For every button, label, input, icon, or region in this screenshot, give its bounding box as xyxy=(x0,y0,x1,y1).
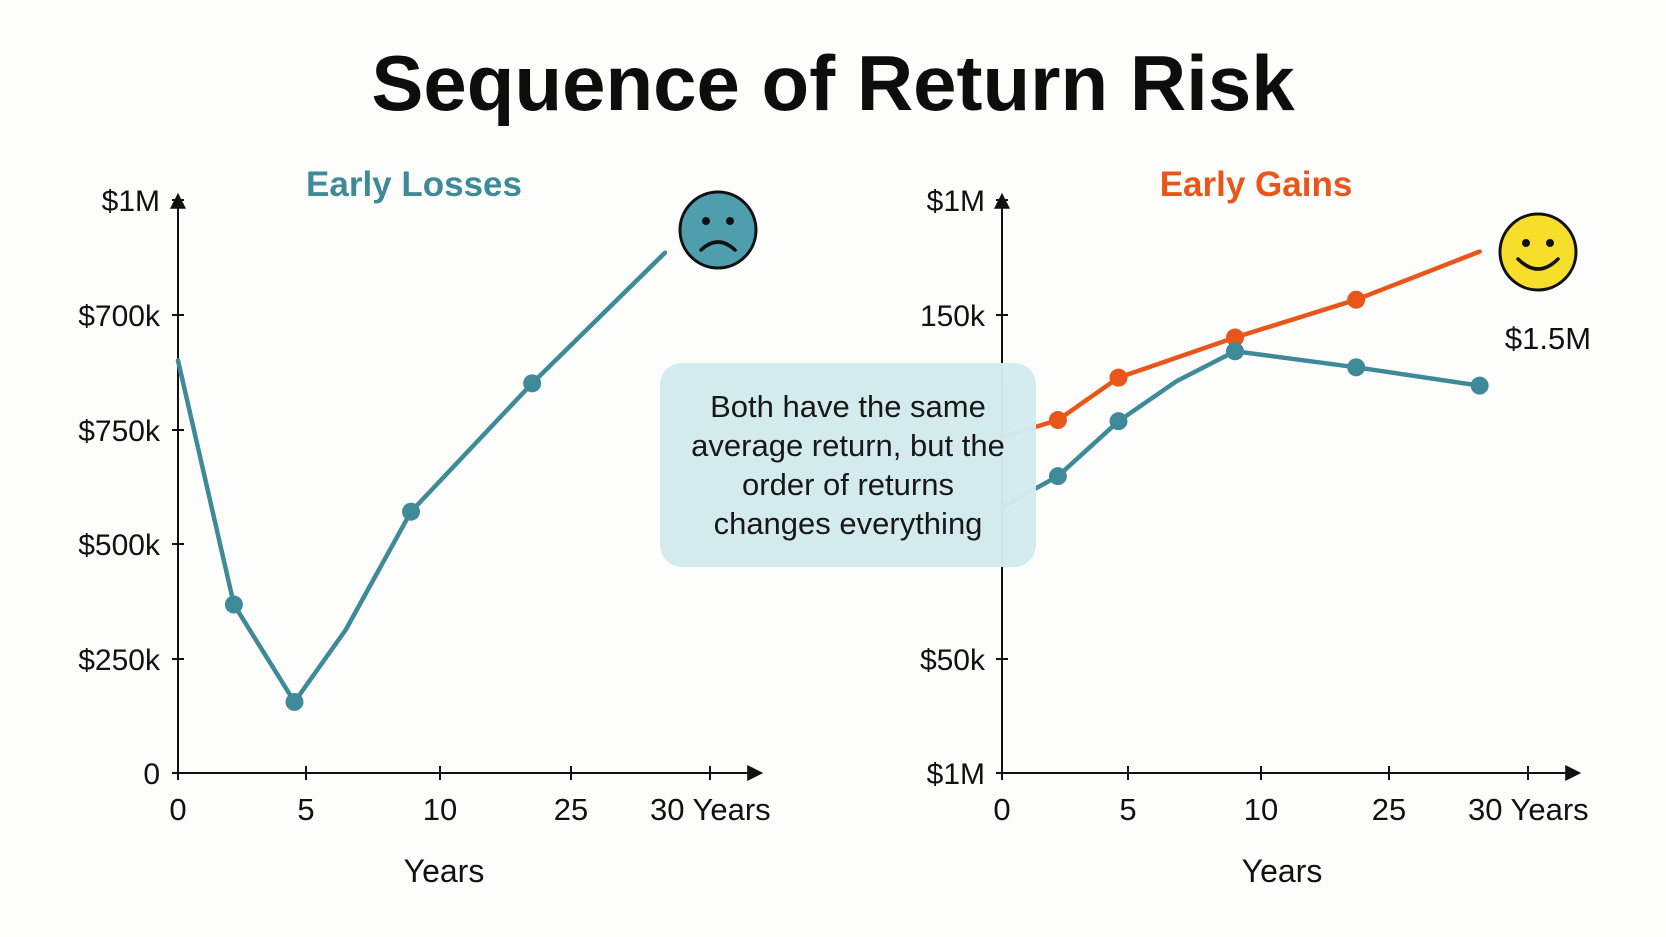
data-point xyxy=(402,502,420,521)
x-tick-label: 10 xyxy=(423,792,457,827)
chart-panel-early-losses: Early Losses 0 $250k $500k $750k $700k $1M 0 5 10… xyxy=(78,165,770,889)
data-point xyxy=(1048,411,1067,430)
y-tick-label: 0 xyxy=(143,758,160,791)
x-tick-label: 25 xyxy=(554,792,588,827)
data-point xyxy=(1109,412,1128,431)
data-point xyxy=(1347,358,1366,377)
face-circle xyxy=(678,190,758,270)
face-mouth xyxy=(699,240,737,252)
data-point xyxy=(1470,376,1489,395)
data-point xyxy=(224,595,243,614)
y-tick-label: $700k xyxy=(78,300,161,333)
data-point xyxy=(1347,290,1366,309)
series-line-0 xyxy=(999,249,1482,440)
y-tick-label: $1M xyxy=(927,758,985,791)
annotation-label: $1.5M xyxy=(1505,321,1591,356)
sad-face-icon xyxy=(678,190,758,270)
face-eye xyxy=(1546,239,1554,247)
x-tick-label: 0 xyxy=(169,792,186,827)
data-point xyxy=(523,374,542,393)
data-point xyxy=(1048,467,1067,486)
y-tick-label: $1M xyxy=(102,185,160,218)
data-point xyxy=(1109,368,1128,387)
callout-box: Both have the same average return, but t… xyxy=(660,363,1036,567)
y-tick-label: $500k xyxy=(78,529,161,562)
panel-title: Early Gains xyxy=(1160,165,1353,204)
x-tick-label: 5 xyxy=(297,792,314,827)
x-axis-label: Years xyxy=(404,853,485,889)
data-point xyxy=(1226,328,1244,347)
y-tick-label: $250k xyxy=(78,644,161,677)
happy-face-icon xyxy=(1498,212,1578,292)
x-tick-label: 10 xyxy=(1244,792,1278,827)
series-line-0 xyxy=(175,250,668,705)
y-tick-label: $750k xyxy=(78,415,161,448)
x-tick-label: 30 Years xyxy=(1468,792,1589,827)
y-tick-label: $50k xyxy=(920,644,986,677)
face-eye xyxy=(702,217,710,225)
y-tick-label: $1M xyxy=(927,185,985,218)
face-mouth xyxy=(1516,257,1560,271)
panel-title: Early Losses xyxy=(306,165,522,204)
x-axis-label: Years xyxy=(1242,853,1323,889)
x-tick-label: 25 xyxy=(1372,792,1406,827)
series-line-1 xyxy=(999,349,1482,510)
face-eye xyxy=(1522,239,1530,247)
y-tick-label: 150k xyxy=(920,300,986,333)
x-tick-label: 5 xyxy=(1119,792,1136,827)
callout-text: Both have the same average return, but t… xyxy=(691,389,1005,541)
x-tick-label: 30 Years xyxy=(650,792,771,827)
data-point xyxy=(1226,342,1244,361)
x-tick-label: 0 xyxy=(993,792,1010,827)
data-point xyxy=(285,692,304,711)
face-eye xyxy=(726,217,734,225)
chart-main-title: Sequence of Return Risk xyxy=(371,39,1295,127)
face-circle xyxy=(1498,212,1578,292)
